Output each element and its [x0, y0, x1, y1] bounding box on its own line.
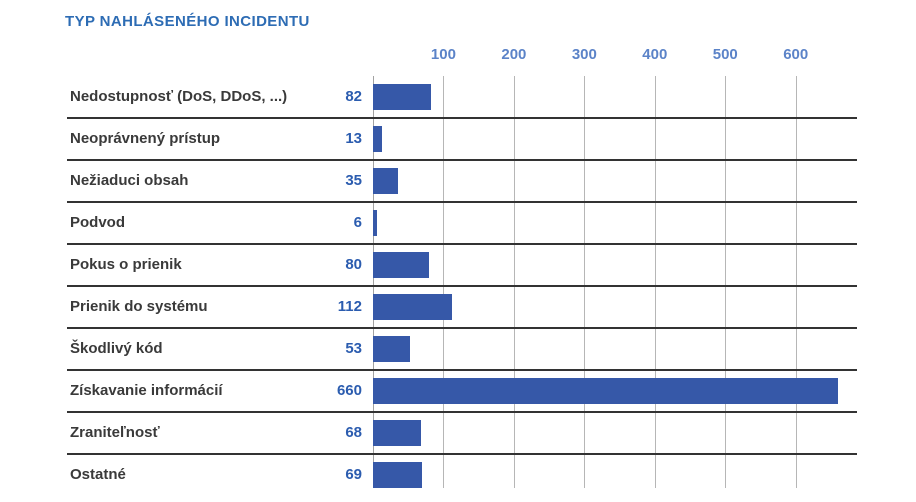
- category-label: Pokus o prienik: [70, 256, 182, 273]
- bar: [373, 210, 378, 236]
- chart-row: Pokus o prienik 80: [67, 245, 857, 287]
- bar: [373, 462, 422, 488]
- bar: [373, 336, 411, 362]
- gridline: [584, 76, 586, 488]
- value-label: 35: [345, 172, 362, 189]
- chart-row: Neoprávnený prístup 13: [67, 119, 857, 161]
- value-label: 13: [345, 130, 362, 147]
- x-tick-label: 400: [642, 46, 668, 63]
- value-label: 53: [345, 340, 362, 357]
- value-label: 660: [336, 382, 362, 399]
- x-tick-label: 300: [571, 46, 597, 63]
- chart-row: Podvod 6: [67, 203, 857, 245]
- bar: [373, 252, 430, 278]
- value-label: 82: [345, 88, 362, 105]
- value-label: 68: [345, 424, 362, 441]
- category-label: Škodlivý kód: [70, 340, 163, 357]
- category-label: Nežiaduci obsah: [70, 172, 189, 189]
- x-tick-label: 100: [430, 46, 456, 63]
- gridline: [513, 76, 515, 488]
- gridline: [795, 76, 797, 488]
- gridline: [725, 76, 727, 488]
- value-label: 80: [345, 256, 362, 273]
- chart-row: Prienik do systému 112: [67, 287, 857, 329]
- category-label: Získavanie informácií: [70, 382, 223, 399]
- value-label: 6: [353, 214, 362, 231]
- chart-row: Zraniteľnosť 68: [67, 413, 857, 455]
- bar: [373, 420, 421, 446]
- chart-row: Nedostupnosť (DoS, DDoS, ...) 82: [67, 77, 857, 119]
- value-label: 69: [345, 466, 362, 483]
- x-tick-label: 200: [501, 46, 527, 63]
- category-label: Ostatné: [70, 466, 126, 483]
- bar: [373, 84, 431, 110]
- x-tick-label: 500: [712, 46, 738, 63]
- chart-row: Získavanie informácií 660: [67, 371, 857, 413]
- chart-row: Ostatné 69: [67, 455, 857, 497]
- bar: [373, 126, 383, 152]
- bar: [373, 294, 452, 320]
- category-label: Podvod: [70, 214, 125, 231]
- category-label: Prienik do systému: [70, 298, 208, 315]
- x-tick-label: 600: [783, 46, 809, 63]
- chart-row: Nežiaduci obsah 35: [67, 161, 857, 203]
- gridline: [654, 76, 656, 488]
- bar: [373, 168, 398, 194]
- category-label: Nedostupnosť (DoS, DDoS, ...): [70, 88, 288, 105]
- gridline: [443, 76, 445, 488]
- category-label: Neoprávnený prístup: [70, 130, 221, 147]
- value-label: 112: [337, 298, 362, 315]
- axis-baseline: [373, 76, 374, 488]
- chart-rows: Nedostupnosť (DoS, DDoS, ...) 82 Neoprávne…: [67, 77, 857, 497]
- chart-row: Škodlivý kód 53: [67, 329, 857, 371]
- chart-title: TYP NAHLÁSENÉHO INCIDENTU: [65, 13, 310, 30]
- bar: [373, 378, 838, 404]
- category-label: Zraniteľnosť: [70, 424, 160, 441]
